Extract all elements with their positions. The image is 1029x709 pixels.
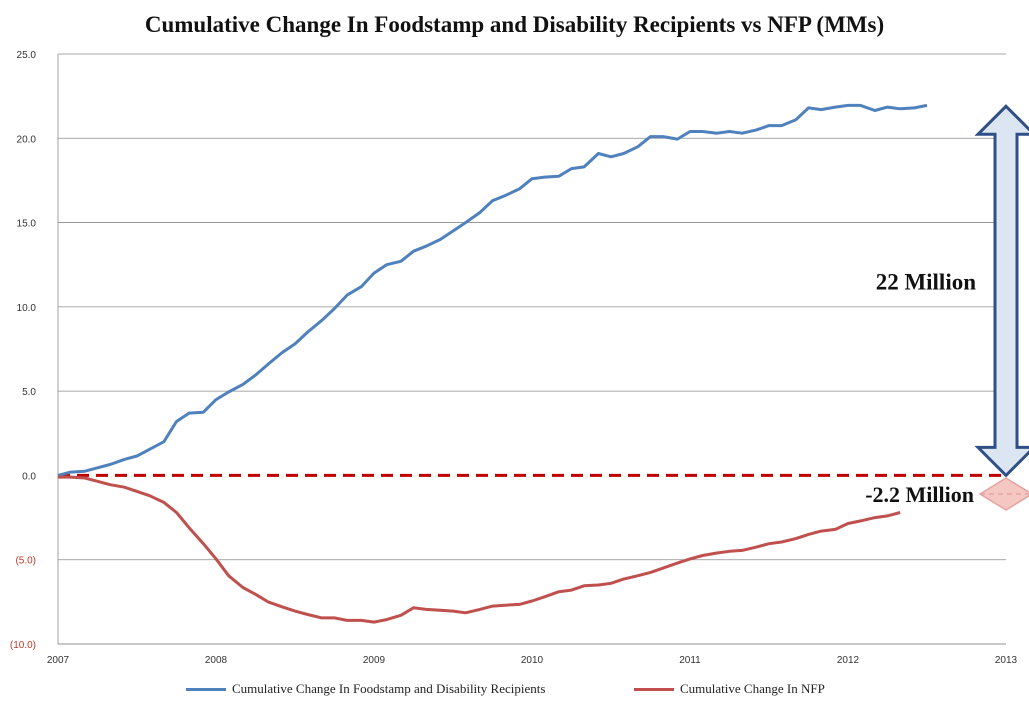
legend: Cumulative Change In Foodstamp and Disab… — [0, 681, 1029, 697]
y-tick-label: 20.0 — [17, 134, 37, 145]
legend-label-foodstamp: Cumulative Change In Foodstamp and Disab… — [232, 681, 546, 696]
legend-item-nfp: Cumulative Change In NFP — [634, 681, 825, 697]
y-tick-label: 0.0 — [22, 471, 36, 482]
x-axis-tick-labels: 2007 2008 2009 2010 2011 2012 2013 — [47, 655, 1018, 666]
diamond-marker-2-2-million — [978, 477, 1029, 511]
series-lines — [57, 103, 928, 624]
y-tick-label: 15.0 — [17, 219, 37, 230]
annotations: 22 Million -2.2 Million — [865, 104, 1029, 511]
x-tick-label: 2011 — [679, 655, 701, 666]
y-tick-label: (10.0) — [10, 640, 36, 651]
x-tick-label: 2007 — [47, 655, 70, 666]
y-tick-label: (5.0) — [15, 556, 36, 567]
legend-item-foodstamp: Cumulative Change In Foodstamp and Disab… — [186, 681, 545, 697]
y-axis-tick-labels: 25.0 20.0 15.0 10.0 5.0 0.0 (5.0) (10.0) — [10, 50, 37, 651]
chart-title: Cumulative Change In Foodstamp and Disab… — [144, 12, 885, 37]
x-tick-label: 2009 — [363, 655, 386, 666]
gridlines — [57, 53, 1006, 645]
y-tick-label: 10.0 — [17, 303, 37, 314]
series-line-nfp — [58, 475, 901, 624]
annotation-minus-2-2-million: -2.2 Million — [865, 482, 974, 507]
annotation-22-million: 22 Million — [876, 270, 977, 295]
x-tick-label: 2013 — [995, 655, 1018, 666]
x-tick-label: 2012 — [837, 655, 860, 666]
x-tick-label: 2008 — [205, 655, 228, 666]
double-arrow-22-million — [974, 104, 1029, 478]
y-tick-label: 5.0 — [22, 387, 36, 398]
legend-swatch-nfp — [634, 687, 674, 691]
y-tick-label: 25.0 — [17, 50, 37, 61]
x-tick-label: 2010 — [521, 655, 544, 666]
legend-swatch-foodstamp — [186, 687, 226, 691]
legend-label-nfp: Cumulative Change In NFP — [680, 681, 825, 696]
series-line-foodstamp — [57, 103, 928, 477]
